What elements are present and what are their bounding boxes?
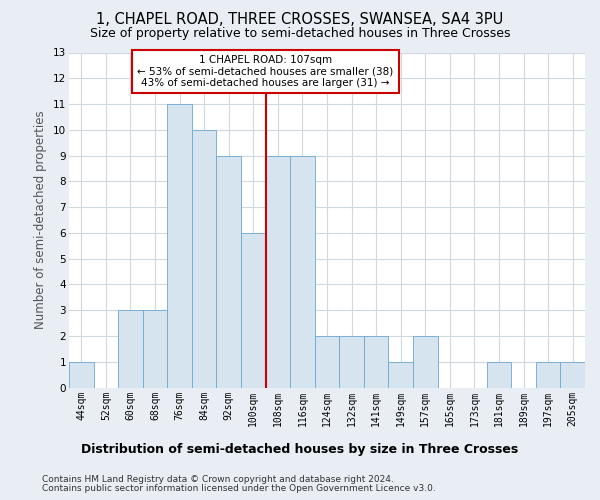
Text: Distribution of semi-detached houses by size in Three Crosses: Distribution of semi-detached houses by … [82, 442, 518, 456]
Bar [69, 362, 94, 388]
Bar [339, 336, 364, 388]
Bar [487, 362, 511, 388]
Bar [192, 130, 217, 388]
Bar [413, 336, 437, 388]
Text: Contains public sector information licensed under the Open Government Licence v3: Contains public sector information licen… [42, 484, 436, 493]
Bar [143, 310, 167, 388]
Bar [536, 362, 560, 388]
Bar [290, 156, 315, 388]
Y-axis label: Number of semi-detached properties: Number of semi-detached properties [34, 110, 47, 330]
Bar [118, 310, 143, 388]
Bar [315, 336, 339, 388]
Bar [241, 233, 266, 388]
Bar [217, 156, 241, 388]
Text: 1, CHAPEL ROAD, THREE CROSSES, SWANSEA, SA4 3PU: 1, CHAPEL ROAD, THREE CROSSES, SWANSEA, … [97, 12, 503, 28]
Bar [388, 362, 413, 388]
Text: Size of property relative to semi-detached houses in Three Crosses: Size of property relative to semi-detach… [90, 28, 510, 40]
Bar [266, 156, 290, 388]
Bar [167, 104, 192, 388]
Text: 1 CHAPEL ROAD: 107sqm
← 53% of semi-detached houses are smaller (38)
43% of semi: 1 CHAPEL ROAD: 107sqm ← 53% of semi-deta… [137, 55, 394, 88]
Text: Contains HM Land Registry data © Crown copyright and database right 2024.: Contains HM Land Registry data © Crown c… [42, 475, 394, 484]
Bar [364, 336, 388, 388]
Bar [560, 362, 585, 388]
